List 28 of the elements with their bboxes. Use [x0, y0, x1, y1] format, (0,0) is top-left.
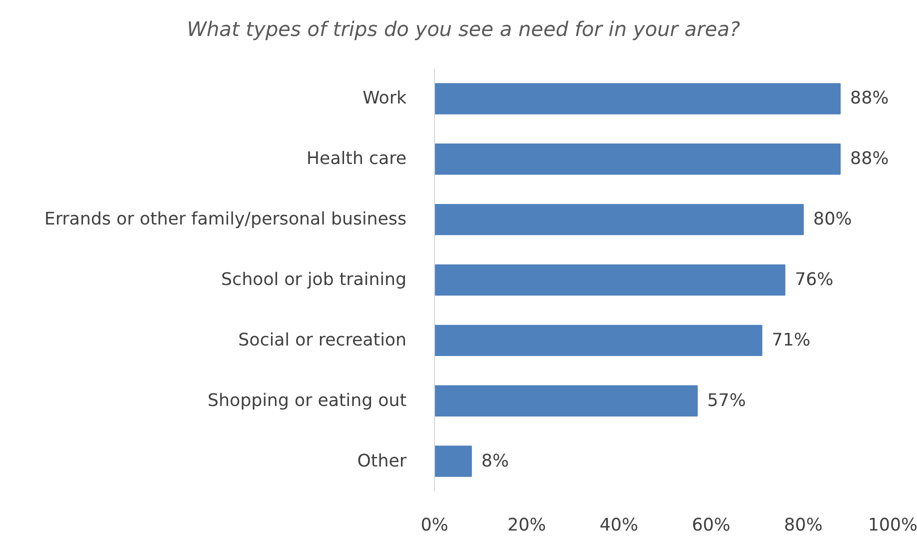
x-tick-label: 100% [868, 516, 917, 536]
x-tick-label: 60% [692, 516, 730, 536]
bar [434, 385, 698, 416]
data-label: 80% [813, 210, 852, 230]
y-tick-label: Shopping or eating out [208, 390, 407, 411]
chart-title: What types of trips do you see a need for in your area? [186, 16, 740, 43]
data-label: 88% [850, 88, 889, 109]
y-tick-label: Social or recreation [238, 330, 406, 350]
bar [434, 264, 786, 296]
data-label: 71% [772, 330, 810, 350]
x-tick-label: 0% [420, 516, 448, 536]
data-label: 57% [707, 390, 746, 411]
x-tick-label: 40% [600, 516, 638, 536]
bar [434, 83, 841, 114]
bar [434, 144, 841, 175]
x-tick-label: 80% [784, 516, 823, 536]
bar [434, 324, 762, 356]
y-tick-label: Work [362, 88, 407, 109]
data-label: 88% [850, 149, 889, 170]
y-tick-label: Errands or other family/personal business [44, 210, 407, 230]
bar [434, 204, 804, 236]
data-label: 76% [794, 270, 834, 290]
bar [434, 446, 472, 477]
y-tick-label: School or job training [221, 270, 407, 290]
y-tick-label: Health care [306, 149, 407, 170]
x-tick-label: 20% [507, 516, 546, 536]
y-tick-label: Other [357, 451, 408, 472]
data-label: 8% [481, 451, 509, 472]
